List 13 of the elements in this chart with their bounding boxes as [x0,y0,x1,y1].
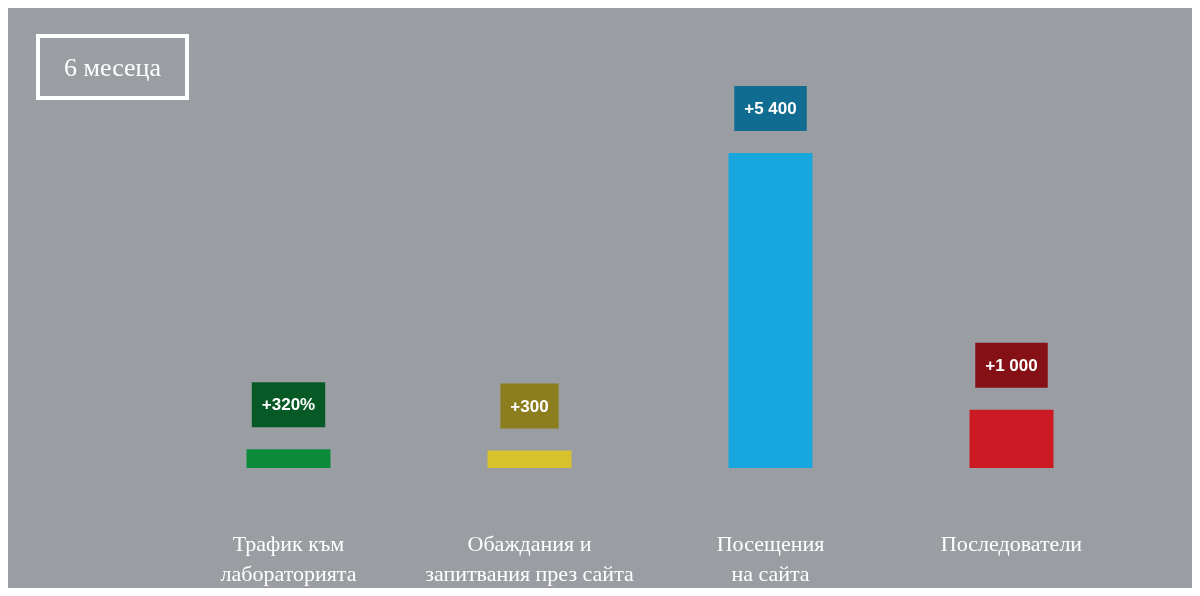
bar [969,409,1054,468]
data-label: +5 400 [744,99,797,118]
data-label: +320% [261,395,316,415]
x-tick-label: Посещения на сайта [716,530,825,586]
bar [728,153,813,468]
bar [487,450,572,468]
x-tick-label: Обаждания и запитвания през сайта [425,530,635,586]
data-label: +300 [510,396,549,416]
data-label: +1 000 [985,355,1038,375]
bar [246,449,331,468]
x-tick-label: Последователи [940,530,1083,556]
chart-title: 6 месеца [64,52,162,82]
x-tick-label: Трафик към лабораторията [220,530,357,586]
